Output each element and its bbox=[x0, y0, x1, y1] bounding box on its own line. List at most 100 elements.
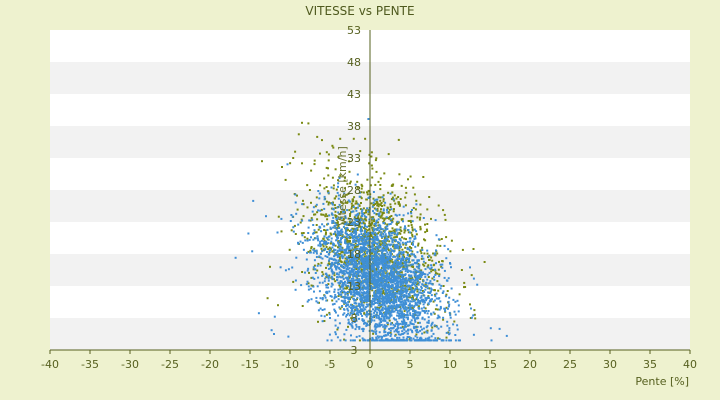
data-point bbox=[399, 339, 402, 342]
data-point bbox=[350, 324, 353, 327]
data-point bbox=[407, 306, 410, 309]
data-point bbox=[340, 241, 343, 244]
data-point bbox=[441, 339, 444, 342]
data-point bbox=[376, 227, 379, 230]
data-point bbox=[402, 285, 405, 288]
data-point bbox=[366, 229, 369, 232]
data-point bbox=[381, 236, 383, 239]
data-point bbox=[349, 218, 352, 221]
data-point bbox=[372, 235, 375, 238]
data-point bbox=[400, 303, 403, 306]
data-point bbox=[323, 177, 326, 180]
data-point bbox=[386, 312, 389, 315]
data-point bbox=[422, 271, 424, 274]
data-point bbox=[421, 249, 424, 251]
data-point bbox=[375, 307, 378, 310]
data-point bbox=[395, 305, 398, 308]
data-point bbox=[404, 306, 407, 308]
data-point bbox=[438, 275, 441, 278]
data-point bbox=[347, 284, 350, 287]
data-point bbox=[402, 304, 405, 306]
data-point bbox=[395, 229, 398, 232]
data-point bbox=[368, 275, 371, 278]
data-point bbox=[368, 222, 371, 225]
data-point bbox=[408, 274, 411, 277]
data-point bbox=[337, 241, 340, 244]
data-point bbox=[411, 289, 414, 292]
data-point bbox=[336, 237, 339, 240]
data-point bbox=[325, 236, 328, 239]
data-point bbox=[375, 157, 378, 160]
data-point bbox=[359, 246, 362, 249]
data-point bbox=[331, 303, 334, 306]
data-point bbox=[374, 323, 377, 326]
data-point bbox=[352, 281, 355, 284]
data-point bbox=[403, 299, 406, 302]
data-point bbox=[399, 285, 402, 288]
data-point bbox=[395, 318, 398, 321]
data-point bbox=[422, 260, 425, 263]
data-point bbox=[340, 251, 343, 254]
data-point bbox=[344, 217, 347, 220]
y-tick-label: 8 bbox=[351, 312, 358, 325]
x-tick-label: -30 bbox=[121, 358, 139, 371]
data-point bbox=[446, 290, 449, 292]
data-point bbox=[427, 295, 430, 298]
data-point bbox=[411, 291, 414, 294]
data-point bbox=[378, 310, 381, 313]
data-point bbox=[311, 276, 314, 279]
data-point bbox=[376, 284, 379, 287]
data-point bbox=[363, 214, 366, 217]
data-point bbox=[358, 204, 361, 207]
data-point bbox=[324, 215, 327, 218]
data-point bbox=[414, 309, 417, 312]
data-point bbox=[410, 339, 413, 342]
data-point bbox=[403, 256, 405, 258]
data-point bbox=[339, 174, 342, 177]
data-point bbox=[384, 307, 386, 310]
data-point bbox=[310, 217, 313, 220]
data-point bbox=[354, 289, 357, 292]
data-point bbox=[383, 237, 386, 239]
data-point bbox=[342, 210, 345, 213]
data-point bbox=[343, 195, 346, 198]
data-point bbox=[365, 233, 368, 236]
data-point bbox=[352, 339, 355, 342]
data-point bbox=[400, 259, 403, 262]
data-point bbox=[456, 299, 459, 302]
data-point bbox=[367, 225, 370, 228]
data-point bbox=[414, 279, 417, 282]
data-point bbox=[440, 339, 443, 342]
data-point bbox=[356, 186, 359, 189]
data-point bbox=[397, 262, 400, 265]
data-point bbox=[391, 339, 393, 342]
data-point bbox=[399, 315, 402, 318]
data-point bbox=[382, 277, 385, 280]
data-point bbox=[391, 267, 394, 270]
data-point bbox=[366, 269, 369, 272]
data-point bbox=[351, 222, 354, 225]
data-point bbox=[444, 218, 447, 221]
data-point bbox=[395, 214, 398, 217]
data-point bbox=[371, 277, 374, 280]
data-point bbox=[379, 318, 382, 320]
data-point bbox=[356, 213, 359, 216]
data-point bbox=[379, 225, 382, 228]
data-point bbox=[379, 234, 382, 237]
data-point bbox=[350, 310, 353, 313]
data-point bbox=[325, 246, 328, 248]
data-point bbox=[322, 273, 325, 276]
data-point bbox=[331, 213, 334, 216]
data-point bbox=[374, 247, 377, 249]
data-point bbox=[355, 209, 358, 212]
data-point bbox=[396, 259, 399, 262]
data-point bbox=[329, 295, 332, 297]
data-point bbox=[359, 236, 362, 238]
data-point bbox=[371, 242, 374, 244]
data-point bbox=[354, 248, 357, 251]
data-point bbox=[337, 182, 340, 185]
data-point bbox=[373, 251, 376, 254]
data-point bbox=[353, 244, 356, 247]
data-point bbox=[412, 310, 414, 313]
data-point bbox=[391, 290, 394, 292]
